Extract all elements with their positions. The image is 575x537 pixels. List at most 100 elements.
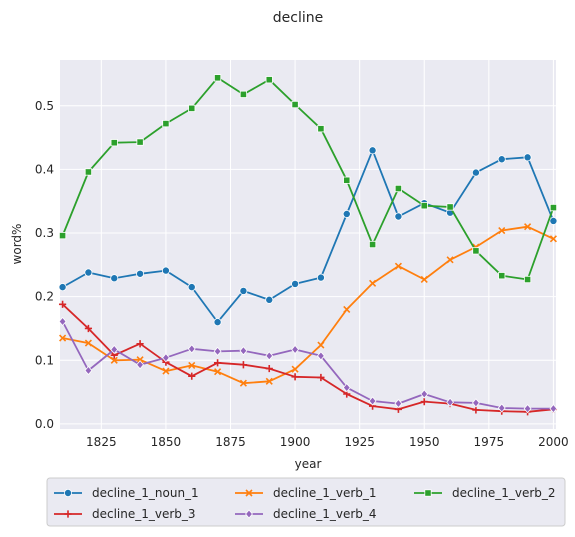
data-point [162, 367, 170, 375]
data-point [471, 398, 480, 408]
data-point [84, 268, 93, 277]
series-line [62, 225, 554, 385]
data-point [291, 344, 300, 355]
data-point [188, 372, 196, 380]
x-tick-label: 1875 [215, 435, 246, 449]
data-point [368, 146, 377, 155]
data-point [316, 351, 325, 361]
data-point [446, 397, 455, 407]
series-line [61, 76, 555, 281]
data-point [188, 361, 196, 369]
data-point [549, 216, 558, 225]
data-point [368, 240, 377, 249]
y-tick-label: 0.4 [35, 162, 54, 176]
series-decline_1_verb_4 [58, 316, 558, 414]
data-point [394, 262, 402, 270]
series-decline_1_verb_2 [58, 74, 558, 284]
data-point [187, 344, 196, 354]
legend-marker [245, 509, 253, 519]
x-tick-label: 1950 [409, 435, 440, 449]
data-point [369, 279, 377, 287]
data-point [214, 368, 222, 376]
chart-title: decline [273, 10, 323, 26]
y-axis-ticks: 0.0 0.1 0.2 0.3 0.4 0.5 [35, 99, 54, 431]
data-point [291, 373, 299, 381]
data-point [523, 153, 532, 162]
y-tick-label: 0.5 [35, 99, 54, 113]
x-tick-label: 1975 [474, 435, 505, 449]
data-point [291, 100, 299, 109]
x-tick-label: 1825 [86, 435, 117, 449]
legend-label: decline_1_verb_3 [92, 507, 196, 521]
series-line [61, 303, 554, 413]
data-point [497, 155, 506, 164]
data-point [394, 398, 403, 409]
legend: decline_1_noun_1 decline_1_verb_1 decline_… [46, 477, 566, 527]
data-point [136, 360, 145, 370]
data-point [524, 223, 532, 231]
data-point [420, 202, 428, 210]
gridlines [60, 60, 556, 429]
data-point [239, 286, 248, 295]
data-point [317, 341, 325, 349]
data-point [136, 269, 145, 278]
legend-label: decline_1_verb_1 [273, 486, 377, 500]
data-point [110, 344, 119, 355]
data-point [161, 266, 170, 275]
data-point [523, 275, 532, 284]
legend-item: decline_1_noun_1 [54, 486, 199, 500]
data-point [110, 139, 118, 147]
series-decline_1_verb_1 [59, 223, 557, 387]
legend-item: decline_1_verb_3 [54, 507, 196, 521]
series-line [62, 149, 555, 324]
data-point [497, 403, 506, 413]
data-point [239, 379, 247, 387]
series-decline_1_noun_1 [58, 146, 558, 327]
data-point [523, 404, 532, 414]
y-axis-label: word% [10, 224, 24, 265]
data-point [446, 256, 454, 264]
data-point [239, 90, 248, 98]
x-tick-label: 1850 [151, 435, 182, 449]
data-point [472, 247, 480, 255]
data-point [316, 273, 325, 282]
legend-marker [424, 489, 432, 497]
data-point [213, 74, 222, 82]
data-point [498, 272, 506, 280]
data-point [549, 203, 558, 212]
plot-area [60, 60, 556, 429]
data-point [446, 203, 454, 211]
data-point [188, 104, 196, 112]
y-tick-label: 0.2 [35, 290, 54, 304]
data-point [58, 316, 67, 327]
legend-marker [245, 489, 253, 497]
data-point [265, 76, 273, 84]
legend-item: decline_1_verb_2 [414, 486, 556, 500]
legend-item: decline_1_verb_1 [235, 486, 377, 500]
legend-marker [64, 488, 73, 497]
data-point [343, 305, 351, 313]
data-point [110, 356, 118, 364]
data-point [394, 212, 403, 221]
data-point [161, 353, 170, 363]
series-decline_1_verb_3 [58, 300, 558, 416]
x-tick-label: 1900 [280, 435, 311, 449]
x-tick-label: 1925 [344, 435, 375, 449]
data-point [136, 138, 144, 146]
legend-label: decline_1_verb_2 [452, 486, 556, 500]
y-tick-label: 0.1 [35, 353, 54, 367]
data-point [213, 359, 222, 367]
data-point [58, 300, 67, 308]
y-tick-label: 0.0 [35, 417, 54, 431]
legend-item: decline_1_verb_4 [235, 507, 377, 521]
legend-marker [64, 510, 72, 518]
data-point [136, 340, 144, 348]
data-point [239, 346, 248, 356]
series-line [61, 321, 554, 410]
legend-frame [46, 477, 566, 527]
data-point [317, 125, 325, 133]
legend-label: decline_1_noun_1 [92, 486, 199, 500]
data-point [549, 235, 557, 243]
data-point [342, 209, 351, 218]
